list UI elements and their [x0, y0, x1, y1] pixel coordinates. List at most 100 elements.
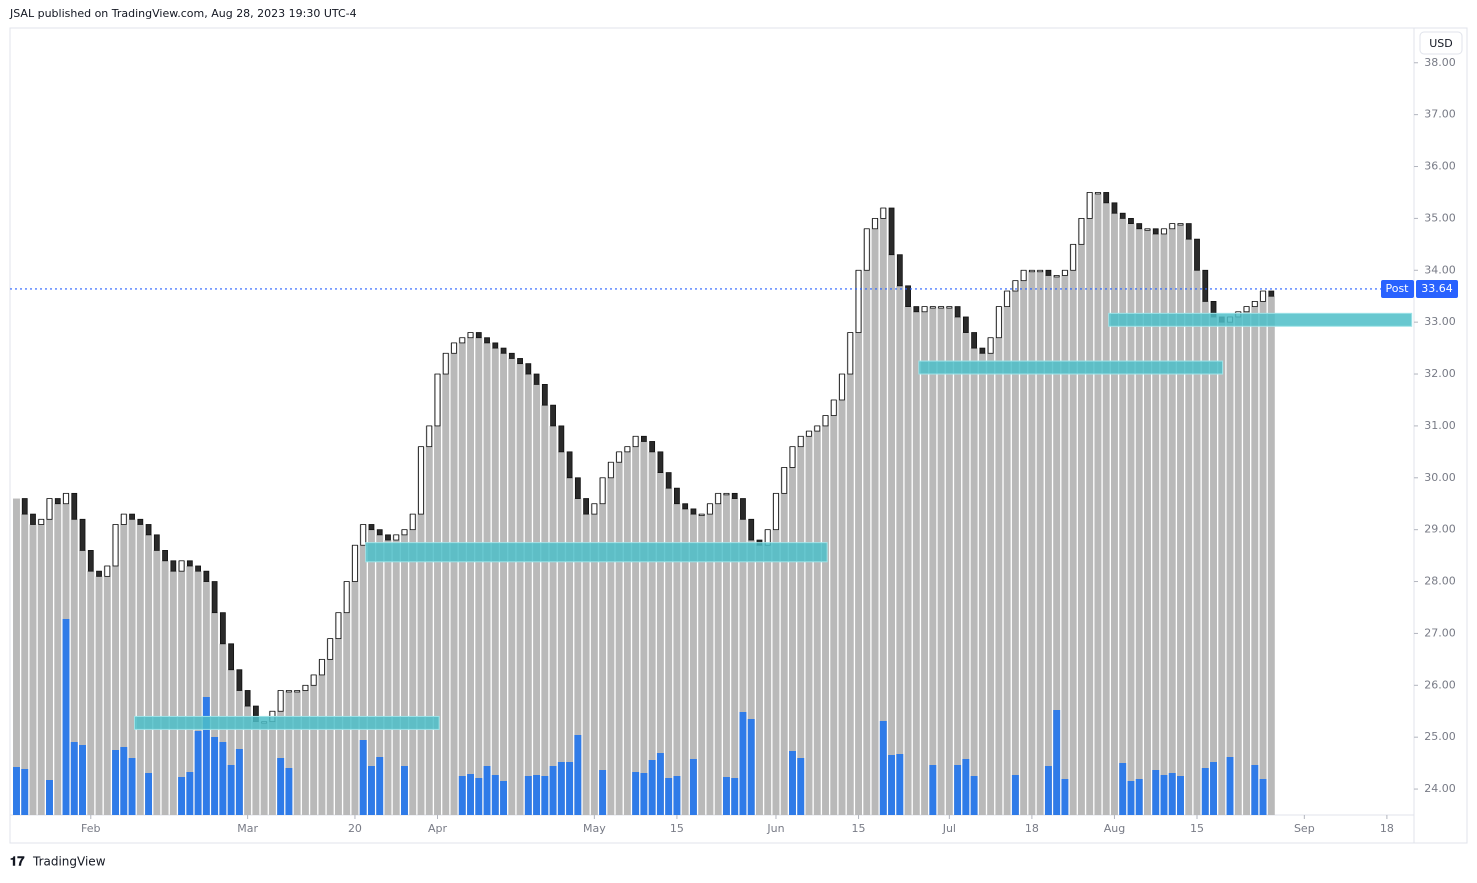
x-tick-label: Aug — [1104, 822, 1125, 835]
close-column — [863, 228, 871, 815]
close-column — [1061, 270, 1069, 815]
candle-body — [244, 690, 251, 707]
candle-body — [822, 415, 829, 427]
y-tick-label: 25.00 — [1424, 730, 1456, 743]
candle-body — [327, 638, 334, 660]
candle-body — [54, 498, 61, 505]
volume-bar — [970, 776, 978, 815]
close-column — [987, 337, 995, 815]
candle-body — [558, 425, 565, 453]
candle-body — [186, 560, 193, 567]
volume-bar — [367, 766, 375, 815]
candle-body — [748, 518, 755, 541]
volume-bar — [797, 758, 805, 815]
volume-bar — [467, 774, 474, 815]
close-column — [351, 545, 359, 815]
currency-button[interactable] — [1419, 31, 1463, 55]
close-column — [557, 451, 565, 815]
volume-bar — [194, 731, 202, 815]
y-tick-label: 31.00 — [1424, 419, 1456, 432]
candle-body — [698, 513, 705, 517]
candle-body — [335, 612, 342, 640]
close-column — [805, 431, 813, 815]
volume-bar — [401, 766, 408, 815]
volume-bar — [1210, 762, 1217, 815]
candle-body — [484, 337, 490, 344]
candle-body — [63, 492, 69, 505]
close-column — [301, 685, 309, 815]
close-column — [698, 514, 706, 815]
candle-body — [1045, 269, 1052, 276]
close-column — [888, 254, 896, 815]
close-column — [359, 524, 367, 815]
volume-bar — [491, 775, 499, 815]
candle-body — [814, 425, 821, 432]
close-column — [169, 571, 177, 815]
close-column — [722, 493, 730, 815]
close-column — [1119, 218, 1127, 816]
close-column — [962, 332, 970, 815]
candle-body — [657, 451, 664, 474]
close-column — [293, 690, 301, 815]
post-label: Post — [1385, 282, 1409, 295]
candle-body — [459, 337, 466, 344]
close-column — [665, 488, 673, 815]
x-tick-label: Sep — [1294, 822, 1315, 835]
close-column — [260, 721, 268, 815]
close-column — [731, 498, 739, 815]
close-column — [582, 514, 590, 815]
close-column — [161, 560, 169, 815]
candle-body — [30, 513, 36, 525]
candle-body — [112, 524, 119, 567]
close-column — [376, 534, 384, 815]
candle-body — [946, 306, 953, 309]
close-column — [1020, 270, 1028, 815]
volume-bar — [731, 778, 739, 815]
y-tick-label: 24.00 — [1424, 782, 1456, 795]
candle-body — [830, 399, 837, 416]
volume-bar — [227, 765, 235, 815]
close-column — [1160, 228, 1168, 815]
price-tag — [1416, 279, 1458, 298]
candle-body — [574, 477, 581, 499]
x-tick-label: 15 — [852, 822, 866, 835]
candle-body — [467, 332, 474, 339]
close-column — [21, 514, 29, 815]
close-column — [524, 374, 532, 815]
frame — [9, 27, 1468, 844]
close-column — [566, 477, 574, 815]
close-column — [401, 529, 408, 815]
candle-body — [806, 430, 812, 437]
candle-body — [1012, 280, 1019, 292]
close-column — [879, 208, 887, 816]
candle-body — [913, 306, 920, 313]
candle-body — [929, 306, 936, 309]
close-column — [764, 529, 772, 815]
y-tick-label: 28.00 — [1424, 575, 1456, 588]
candle-body — [979, 347, 986, 354]
candle-body — [236, 669, 243, 691]
close-column — [970, 348, 978, 815]
close-column — [756, 545, 763, 815]
currency[interactable]: USD — [1429, 37, 1453, 50]
close-column — [87, 571, 95, 815]
volume-bar — [656, 753, 664, 815]
candle-body — [847, 332, 854, 375]
volume-bar — [888, 755, 896, 815]
close-column — [1243, 306, 1251, 815]
close-column — [1251, 301, 1259, 816]
close-column — [277, 690, 285, 815]
candle-body — [781, 467, 788, 494]
close-column — [978, 353, 986, 815]
candle-body — [665, 472, 672, 489]
close-column — [533, 384, 541, 815]
volume-bar — [483, 766, 491, 815]
y-tick-label: 34.00 — [1424, 263, 1456, 276]
close-column — [1201, 301, 1209, 816]
close-column — [434, 374, 441, 815]
candle-body — [723, 492, 730, 496]
close-column — [830, 399, 838, 815]
candle-body — [1169, 223, 1176, 230]
candle-body — [442, 352, 449, 375]
volume-bar — [1201, 768, 1209, 815]
